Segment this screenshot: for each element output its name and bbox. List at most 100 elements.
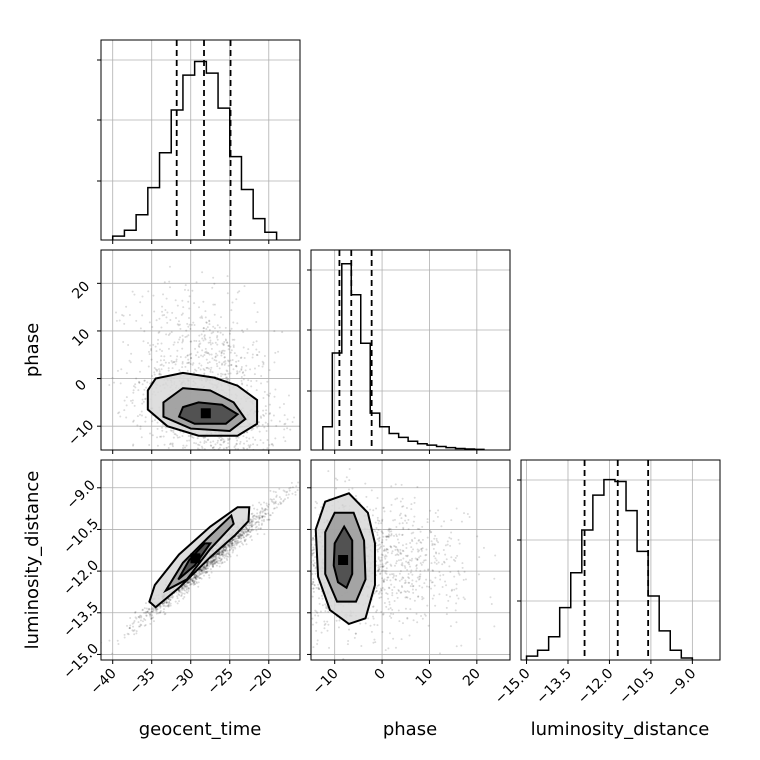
sample-point bbox=[138, 381, 141, 384]
sample-point bbox=[445, 584, 448, 587]
sample-point bbox=[334, 477, 337, 480]
sample-point bbox=[195, 575, 198, 578]
sample-point bbox=[263, 501, 266, 504]
sample-point bbox=[392, 613, 395, 616]
sample-point bbox=[167, 602, 170, 605]
sample-point bbox=[253, 499, 255, 501]
sample-point bbox=[166, 311, 169, 314]
sample-point bbox=[179, 355, 182, 358]
sample-point bbox=[143, 617, 146, 620]
sample-point bbox=[214, 554, 217, 557]
sample-point bbox=[156, 444, 159, 447]
sample-point bbox=[209, 560, 212, 563]
sample-point bbox=[390, 573, 393, 576]
sample-point bbox=[394, 498, 397, 501]
sample-point bbox=[202, 368, 205, 371]
sample-point bbox=[413, 515, 416, 518]
sample-point bbox=[149, 432, 152, 435]
sample-point bbox=[167, 605, 170, 608]
sample-point bbox=[239, 534, 242, 537]
sample-point bbox=[233, 538, 236, 541]
sample-point bbox=[410, 550, 413, 553]
sample-point bbox=[397, 609, 400, 612]
sample-point bbox=[232, 538, 235, 541]
sample-point bbox=[201, 570, 204, 573]
sample-point bbox=[206, 439, 209, 442]
sample-point bbox=[221, 551, 224, 554]
sample-point bbox=[215, 557, 218, 560]
sample-point bbox=[396, 497, 399, 500]
sample-point bbox=[418, 528, 421, 531]
sample-point bbox=[415, 612, 418, 615]
sample-point bbox=[315, 621, 318, 624]
sample-point bbox=[398, 514, 401, 517]
sample-point bbox=[118, 319, 121, 322]
sample-point bbox=[209, 341, 212, 344]
sample-point bbox=[389, 612, 392, 615]
sample-point bbox=[141, 398, 144, 401]
sample-point bbox=[289, 564, 291, 566]
sample-point bbox=[421, 598, 424, 601]
sample-point bbox=[264, 421, 267, 424]
sample-point bbox=[256, 426, 259, 429]
sample-point bbox=[227, 348, 230, 351]
sample-point bbox=[194, 576, 197, 579]
sample-point bbox=[177, 457, 179, 459]
sample-point bbox=[380, 556, 383, 559]
sample-point bbox=[326, 629, 329, 632]
sample-point bbox=[380, 530, 383, 533]
sample-point bbox=[435, 537, 438, 540]
sample-point bbox=[198, 340, 201, 343]
sample-point bbox=[372, 617, 375, 620]
sample-point bbox=[167, 367, 170, 370]
sample-point bbox=[145, 386, 148, 389]
sample-point bbox=[204, 436, 207, 439]
sample-point bbox=[156, 368, 159, 371]
sample-point bbox=[250, 525, 253, 528]
sample-point bbox=[186, 354, 189, 357]
sample-point bbox=[344, 480, 347, 483]
sample-point bbox=[214, 559, 217, 562]
sample-point bbox=[375, 526, 378, 529]
sample-point bbox=[389, 563, 392, 566]
sample-point bbox=[225, 546, 228, 549]
sample-point bbox=[186, 582, 189, 585]
sample-point bbox=[490, 603, 493, 606]
sample-point bbox=[213, 556, 216, 559]
sample-point bbox=[193, 576, 196, 579]
sample-point bbox=[217, 562, 220, 565]
sample-point bbox=[400, 483, 403, 486]
sample-point bbox=[200, 445, 203, 448]
sample-point bbox=[258, 516, 261, 519]
sample-point bbox=[228, 544, 231, 547]
sample-point bbox=[210, 561, 213, 564]
sample-point bbox=[354, 632, 357, 635]
sample-point bbox=[160, 326, 163, 329]
sample-point bbox=[218, 361, 221, 364]
sample-point bbox=[320, 631, 323, 634]
sample-point bbox=[408, 634, 411, 637]
sample-point bbox=[191, 363, 194, 366]
sample-point bbox=[455, 594, 458, 597]
sample-point bbox=[239, 440, 242, 443]
histogram-geocent_time bbox=[111, 60, 278, 240]
sample-point bbox=[399, 552, 402, 555]
sample-point bbox=[245, 543, 248, 546]
sample-point bbox=[335, 619, 338, 622]
sample-point bbox=[493, 577, 496, 580]
sample-point bbox=[432, 520, 435, 523]
sample-point bbox=[416, 621, 419, 624]
sample-point bbox=[132, 621, 135, 624]
sample-point bbox=[294, 558, 296, 560]
sample-point bbox=[144, 461, 146, 463]
sample-point bbox=[389, 510, 392, 513]
sample-point bbox=[259, 452, 261, 454]
sample-point bbox=[194, 576, 197, 579]
sample-point bbox=[236, 322, 239, 325]
sample-point bbox=[233, 546, 236, 549]
sample-point bbox=[202, 566, 205, 569]
sample-point bbox=[440, 525, 443, 528]
sample-point bbox=[250, 525, 253, 528]
sample-point bbox=[148, 608, 151, 611]
sample-point bbox=[165, 601, 168, 604]
